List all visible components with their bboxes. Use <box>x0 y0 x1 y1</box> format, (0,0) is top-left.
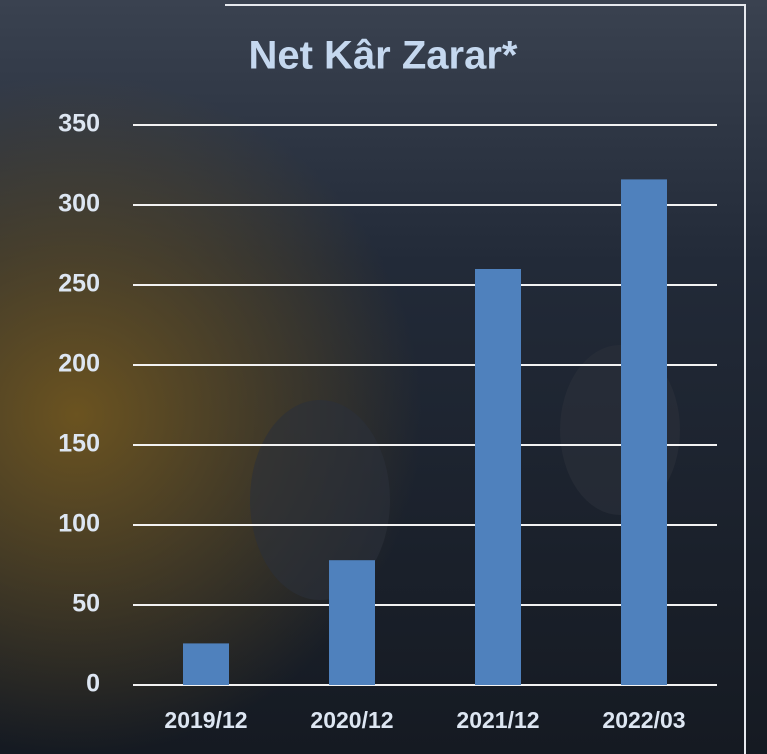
x-tick-label: 2020/12 <box>310 707 393 733</box>
y-tick-label: 150 <box>58 430 100 458</box>
bar <box>475 269 521 685</box>
chart: Net Kâr Zarar* 0 50 100 150 200 250 300 350 2019… <box>0 0 767 754</box>
bar <box>183 643 229 685</box>
y-tick-label: 350 <box>58 110 100 138</box>
x-tick-label: 2019/12 <box>164 707 247 733</box>
y-tick-label: 300 <box>58 190 100 218</box>
y-tick-label: 50 <box>72 590 100 618</box>
x-tick-label: 2021/12 <box>456 707 539 733</box>
y-tick-label: 100 <box>58 510 100 538</box>
bar <box>621 179 667 685</box>
y-tick-label: 200 <box>58 350 100 378</box>
y-tick-label: 250 <box>58 270 100 298</box>
bar <box>329 560 375 685</box>
chart-title: Net Kâr Zarar* <box>248 34 517 78</box>
y-tick-label: 0 <box>86 670 100 698</box>
x-tick-label: 2022/03 <box>602 707 685 733</box>
